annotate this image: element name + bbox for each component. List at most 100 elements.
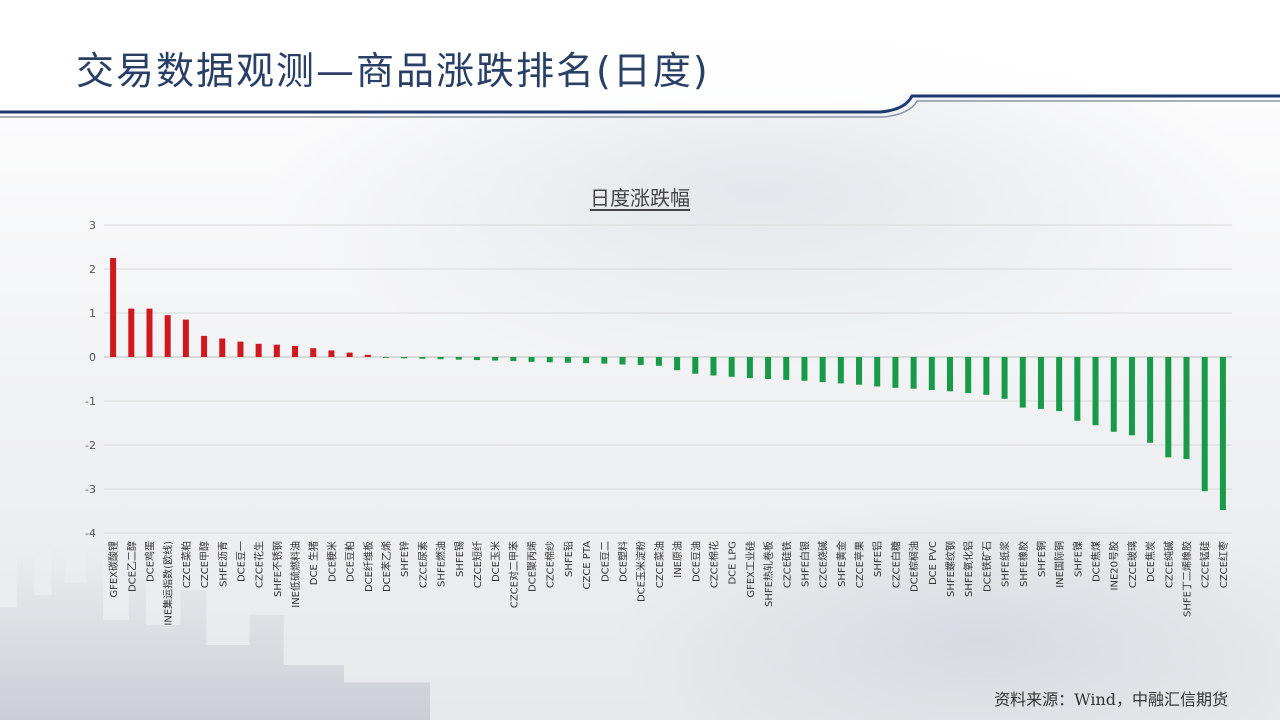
x-tick-label: SHFE镍 [1071,541,1084,577]
x-tick-label: CZCE硅铁 [780,541,793,588]
bar [619,357,626,365]
header-band [0,0,1280,118]
x-tick-label: DCE乙二醇 [125,541,138,592]
x-tick-label: SHFE燃油 [435,541,448,587]
x-tick-label: DCE PVC [928,541,939,585]
bar [1092,357,1099,426]
bar [383,357,389,358]
source-note: 资料来源：Wind，中融汇信期货 [994,690,1228,709]
y-tick-label: -3 [85,483,96,496]
y-tick-label: -1 [85,395,96,408]
bar [164,315,171,357]
y-tick-label: 2 [89,263,96,276]
bar [201,335,208,357]
x-tick-label: CZCE红枣 [1217,541,1230,588]
bar [710,357,717,376]
x-tick-label: CZCE短纤 [471,541,484,588]
x-tick-label: DCE 生猪 [307,541,320,585]
bar [182,319,189,357]
bar [965,357,972,394]
bar [110,258,117,357]
x-tick-label: CZCE棉花 [707,541,720,588]
bar [292,346,299,357]
x-tick-label: CZCE烧碱 [817,541,830,588]
bar [692,357,699,374]
bar [455,357,462,360]
bar [892,357,899,388]
x-tick-label: SHFE不锈钢 [271,541,284,597]
x-tick-label: CZCE甲醇 [198,541,211,588]
x-tick-label: CZCE玻璃 [1126,541,1139,588]
bar [837,357,844,384]
x-tick-label: DCE豆油 [689,541,702,582]
x-tick-label: INE低硫燃料油 [289,541,302,608]
x-tick-label: DCE纤维板 [362,541,375,592]
x-tick-label: CZCE花生 [253,541,266,588]
bar [473,357,480,361]
x-tick-label: SHFE白银 [798,541,811,587]
y-tick-label: 0 [89,351,96,364]
bar [437,357,444,360]
x-tick-label: CZCE苹果 [853,541,866,588]
x-tick-label: DCE聚丙烯 [526,541,539,592]
x-tick-label: SHFE铝 [872,541,884,577]
bar [1056,357,1063,412]
bar [746,357,753,379]
x-tick-label: DCE铁矿石 [980,541,993,592]
x-tick-label: CZCE纯碱 [1162,541,1175,588]
x-tick-label: DCE豆一 [235,541,247,582]
x-tick-label: INE国际铜 [1054,541,1066,588]
bar [601,357,608,364]
x-tick-label: CZCE菜油 [653,541,666,588]
x-tick-label: SHFE丁二烯橡胶 [1181,541,1194,617]
x-tick-label: DCE鸡蛋 [143,541,156,582]
x-tick-label: CZCE对二甲苯 [507,541,520,608]
bar [928,357,935,390]
bar [1074,357,1081,421]
bar [1147,357,1154,443]
x-tick-label: GFEX工业硅 [744,541,757,598]
bar [874,357,881,387]
bar [219,338,226,357]
y-tick-label: -2 [85,439,96,452]
bar [583,357,590,364]
bar [273,344,280,357]
x-tick-label: DCE豆粕 [344,541,357,582]
bar [419,357,426,359]
bar [637,357,644,365]
x-tick-label: INE集运指数(欧线) [162,541,175,626]
x-tick-label: DCE苯乙烯 [380,541,393,592]
x-tick-label: SHFE沥青 [216,541,229,587]
x-tick-label: DCE豆二 [599,541,611,582]
bar [783,357,790,380]
x-tick-label: SHFE铅 [562,541,575,577]
x-tick-label: SHFE橡胶 [1017,541,1030,587]
x-tick-label: CZCE锰硅 [1199,541,1212,588]
bar [510,357,517,361]
bar [910,357,917,389]
bar [1219,357,1226,511]
x-tick-label: CZCE白糖 [889,541,902,588]
bar [255,343,262,357]
bar [364,354,371,357]
x-tick-label: DCE焦炭 [1144,541,1157,582]
bar [801,357,808,381]
x-tick-label: DCE粳米 [325,541,338,582]
chart-title: 日度涨跌幅 [0,182,1280,211]
x-tick-label: DCE玉米 [489,541,502,582]
y-tick-label: 3 [89,219,96,232]
bar [1183,357,1190,460]
bar [1001,357,1008,399]
bar [1165,357,1172,458]
bar [401,357,408,359]
bar [728,357,735,377]
x-tick-label: SHFE铜 [1036,541,1048,577]
page-title: 交易数据观测—商品涨跌排名(日度) [76,49,710,93]
x-tick-label: CZCE棉纱 [544,541,557,588]
bar [346,352,353,357]
bar [1037,357,1044,409]
bar [947,357,953,392]
bar [1128,357,1135,436]
x-tick-label: SHFE锡 [453,541,466,577]
